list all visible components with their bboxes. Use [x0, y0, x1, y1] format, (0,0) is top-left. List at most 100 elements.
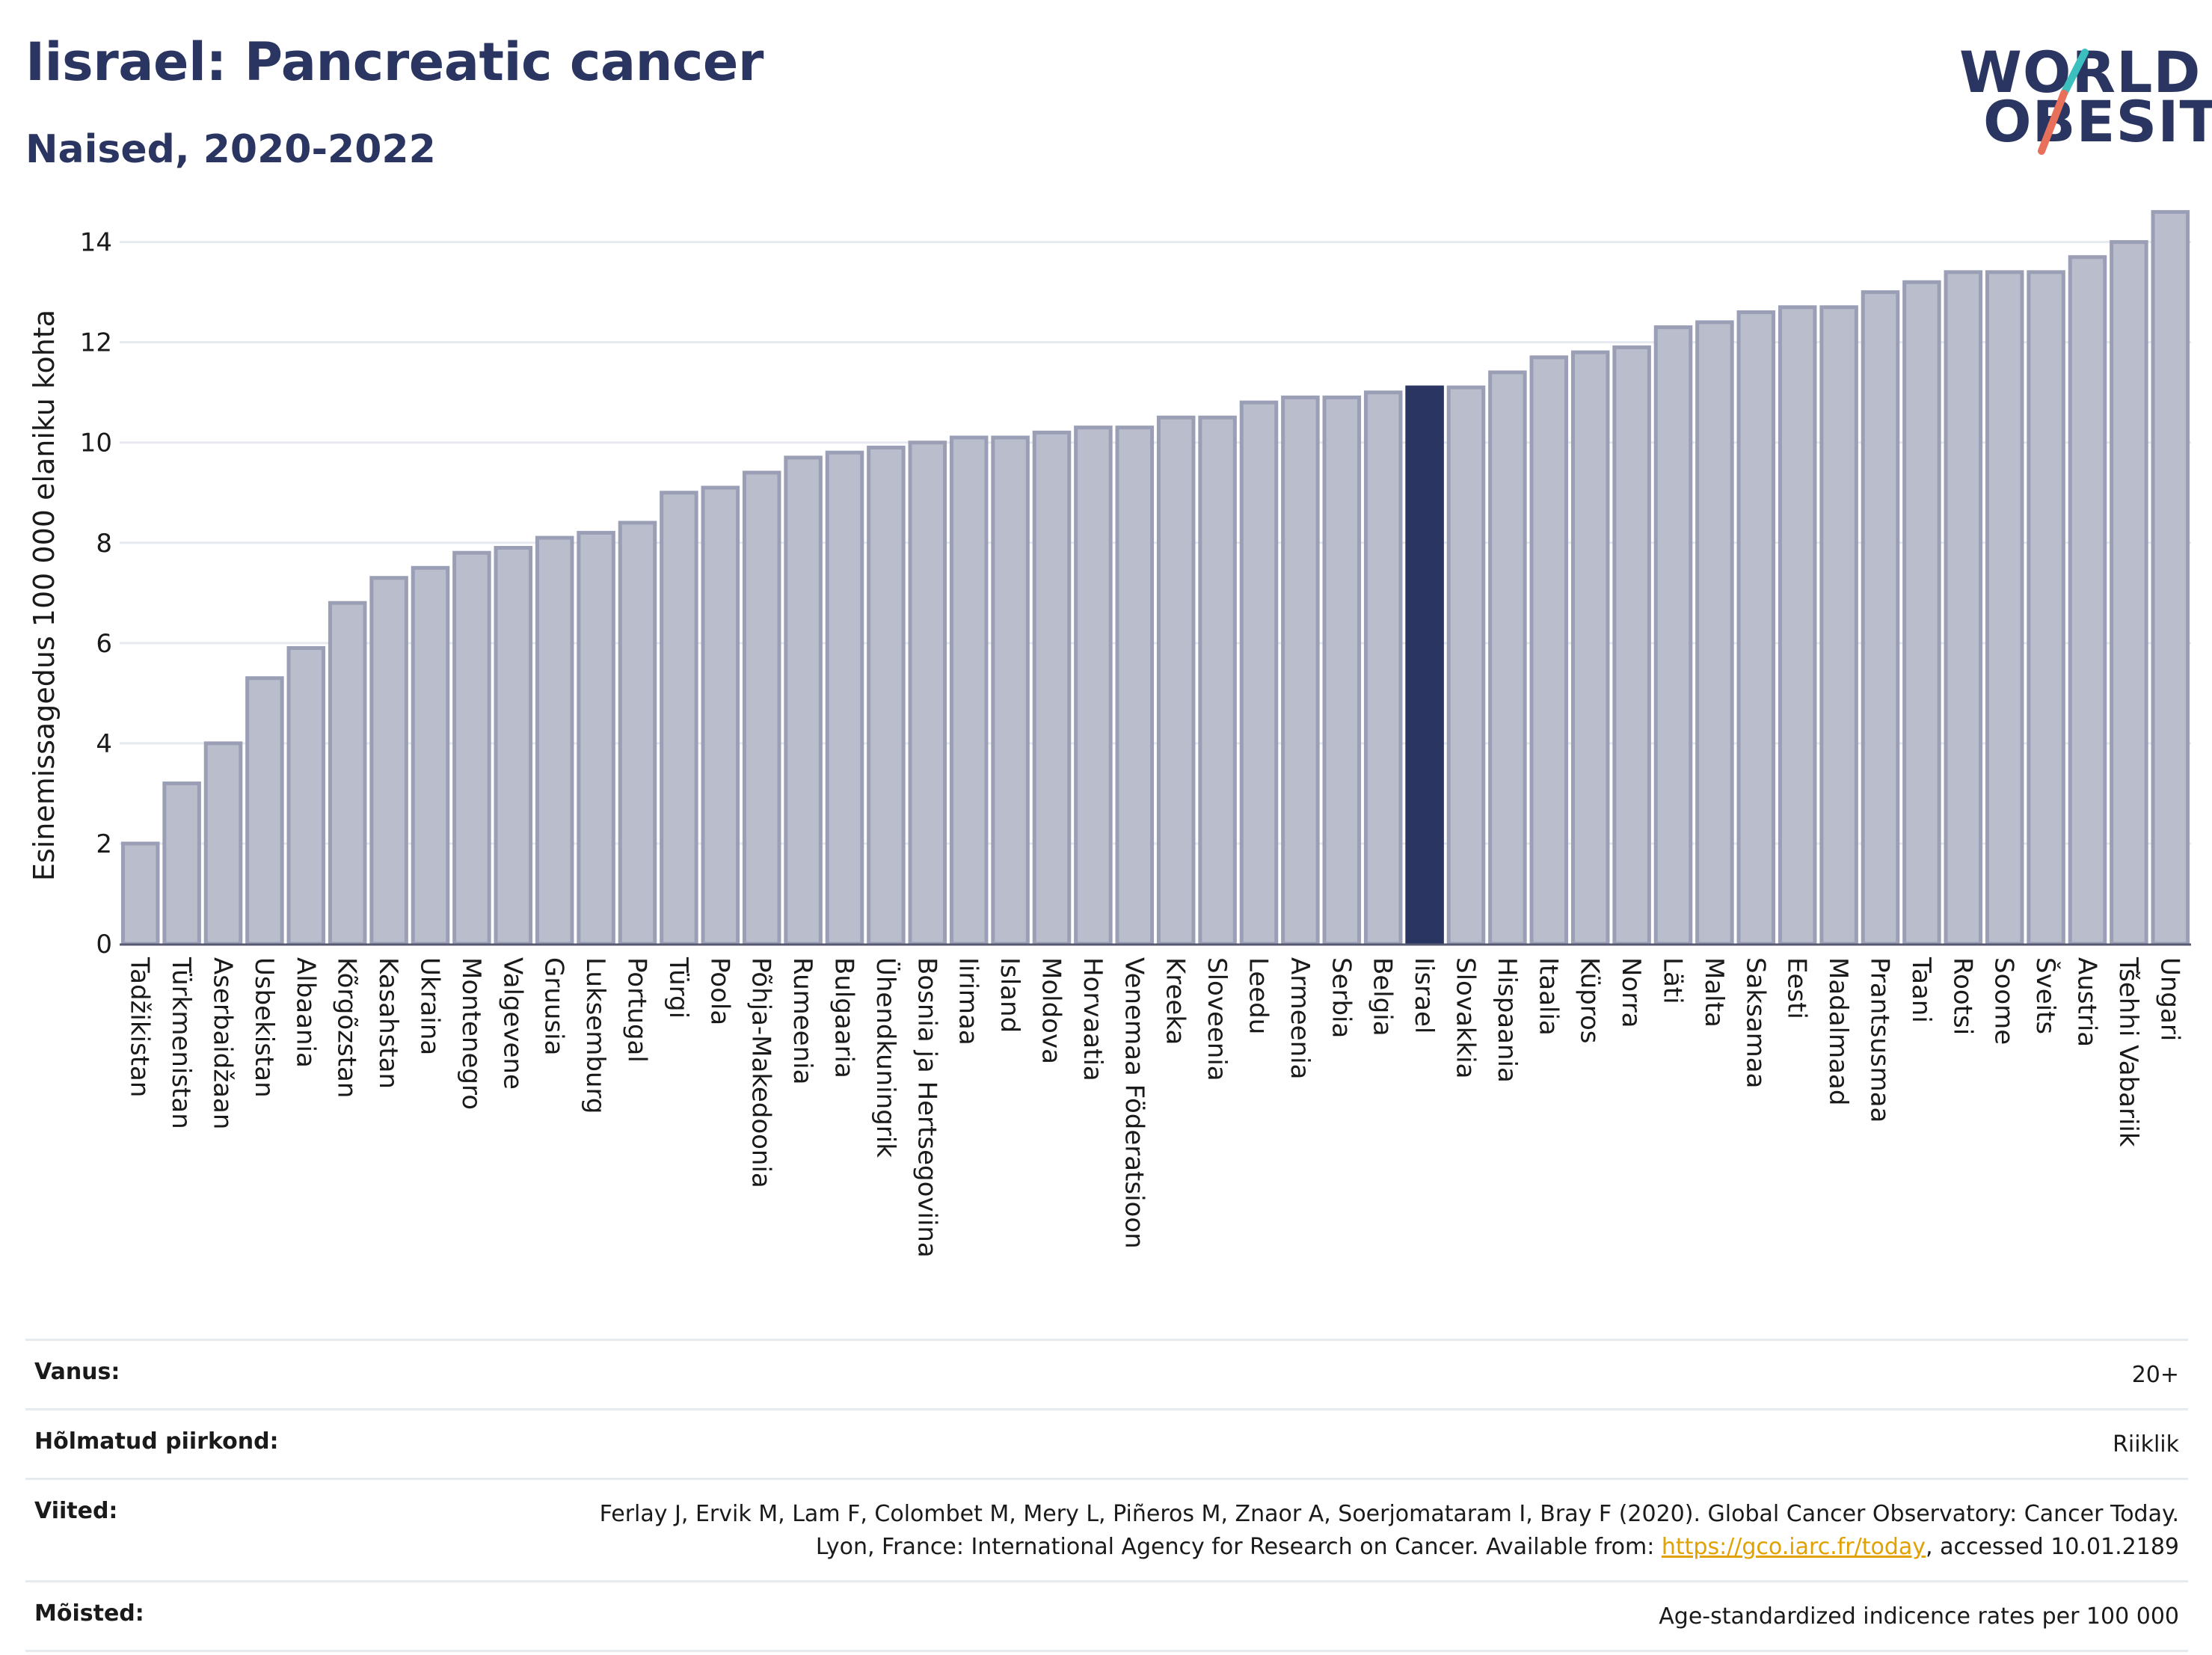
bar	[2151, 209, 2190, 946]
y-tick-label: 2	[96, 829, 112, 859]
bar	[1695, 320, 1734, 946]
bar	[494, 545, 533, 946]
y-axis-label: Esinemissagedus 100 000 elaniku kohta	[28, 310, 61, 881]
x-tick-label: Bosnia ja Hertsegoviina	[912, 957, 941, 1258]
bar	[1322, 395, 1362, 946]
bar	[618, 521, 657, 946]
x-tick-label: Šveits	[2030, 957, 2061, 1034]
bar	[1032, 430, 1072, 946]
x-tick-label: Leedu	[1244, 957, 1274, 1034]
info-value-definitions: Age-standardized indicence rates per 100…	[1659, 1603, 2179, 1630]
bar	[825, 450, 864, 946]
bar	[120, 841, 160, 946]
bar	[535, 535, 574, 946]
x-tick-label: Ungari	[2154, 957, 2184, 1041]
x-tick-label: Poola	[704, 957, 734, 1025]
y-tick-label: 0	[96, 930, 112, 959]
info-row-definitions: Mõisted: Age-standardized indicence rate…	[25, 1580, 2188, 1652]
bar	[1861, 290, 1900, 946]
chart-title: Iisrael: Pancreatic cancer	[25, 31, 764, 93]
bar	[1281, 395, 1320, 946]
x-tick-label: Türgi	[663, 957, 693, 1019]
x-tick-label: Luksemburg	[580, 957, 610, 1114]
reference-text: Ferlay J, Ervik M, Lam F, Colombet M, Me…	[599, 1501, 2179, 1560]
x-tick-label: Itaalia	[1533, 957, 1563, 1036]
bar	[949, 435, 989, 946]
x-axis-labels: Tadžikistan Türkmenistan Aserbaidžaan Usbek…	[125, 957, 2185, 1258]
x-tick-label: Ukraina	[415, 957, 445, 1055]
bar	[1570, 350, 1610, 946]
x-tick-label: Iisrael	[1409, 957, 1439, 1034]
bar	[991, 435, 1030, 946]
reference-link[interactable]: https://gco.iarc.fr/today	[1661, 1534, 1926, 1560]
x-tick-label: Malta	[1699, 957, 1729, 1028]
y-tick-label: 12	[80, 328, 112, 358]
info-label-age: Vanus:	[34, 1359, 120, 1385]
bar	[1653, 325, 1693, 946]
bar	[452, 550, 491, 946]
bar	[701, 485, 740, 946]
bar	[245, 676, 284, 946]
info-row-coverage: Hõlmatud piirkond: Riiklik	[25, 1408, 2188, 1478]
reference-accessed: , accessed 10.01.2189	[1926, 1534, 2179, 1560]
info-row-references: Viited: Ferlay J, Ervik M, Lam F, Colomb…	[25, 1478, 2188, 1580]
x-tick-label: Eesti	[1782, 957, 1812, 1019]
bar	[1529, 355, 1569, 946]
x-tick-label: Kreeka	[1161, 957, 1191, 1045]
bar	[742, 470, 781, 946]
bar	[2027, 270, 2065, 946]
bar	[369, 576, 408, 946]
x-tick-label: Taani	[1906, 957, 1936, 1023]
info-label-references: Viited:	[34, 1498, 118, 1524]
y-tick-label: 4	[96, 729, 112, 759]
bar	[867, 445, 906, 946]
x-tick-label: Prantsusmaa	[1865, 957, 1895, 1123]
x-tick-label: Venemaa Föderatsioon	[1119, 957, 1149, 1249]
x-tick-label: Norra	[1616, 957, 1646, 1028]
bar	[1115, 426, 1155, 946]
y-tick-label: 14	[80, 228, 112, 258]
x-tick-label: Valgevene	[497, 957, 527, 1090]
x-tick-label: Slovakkia	[1451, 957, 1481, 1078]
info-row-age: Vanus: 20+	[25, 1339, 2188, 1408]
bar	[1778, 305, 1817, 946]
bar	[328, 601, 367, 946]
x-tick-label: Usbekistan	[249, 957, 279, 1098]
info-value-coverage: Riiklik	[2113, 1431, 2179, 1458]
x-tick-label: Island	[995, 957, 1024, 1033]
bar	[1944, 270, 1983, 946]
x-tick-label: Gruusia	[539, 957, 569, 1055]
y-tick-label: 6	[96, 629, 112, 659]
x-tick-label: Küpros	[1575, 957, 1605, 1043]
world-obesity-logo: WORLD OBESITY	[1944, 22, 2212, 172]
x-tick-label: Serbia	[1326, 957, 1356, 1038]
chart-subtitle: Naised, 2020-2022	[25, 127, 436, 172]
x-tick-label: Läti	[1658, 957, 1688, 1004]
bar	[1156, 415, 1196, 946]
bar	[1074, 426, 1113, 946]
info-value-references: Ferlay J, Ervik M, Lam F, Colombet M, Me…	[571, 1498, 2179, 1564]
x-tick-label: Iirimaa	[953, 957, 983, 1045]
bar	[784, 455, 823, 946]
bar	[1819, 305, 1858, 946]
x-tick-label: Türkmenistan	[166, 957, 196, 1129]
bar	[1985, 270, 2024, 946]
bar	[1902, 280, 1941, 946]
y-tick-label: 8	[96, 529, 112, 559]
logo-line-2: OBESITY	[1983, 88, 2212, 155]
bar	[2110, 240, 2148, 946]
x-tick-label: Armeenia	[1285, 957, 1315, 1079]
bar	[1736, 310, 1776, 946]
info-value-age: 20+	[2131, 1362, 2179, 1388]
bar	[203, 741, 243, 946]
info-label-definitions: Mõisted:	[34, 1600, 144, 1627]
bar	[162, 782, 201, 946]
bar	[286, 646, 326, 946]
bar-highlighted	[1405, 385, 1444, 946]
y-axis-ticks: 0 2 4 6 8 10 12 14	[80, 228, 112, 959]
info-label-coverage: Hõlmatud piirkond:	[34, 1428, 279, 1455]
x-tick-label: Montenegro	[456, 957, 486, 1110]
x-tick-label: Aserbaidžaan	[208, 957, 238, 1129]
x-tick-label: Austria	[2072, 957, 2102, 1047]
bar	[1363, 390, 1403, 946]
